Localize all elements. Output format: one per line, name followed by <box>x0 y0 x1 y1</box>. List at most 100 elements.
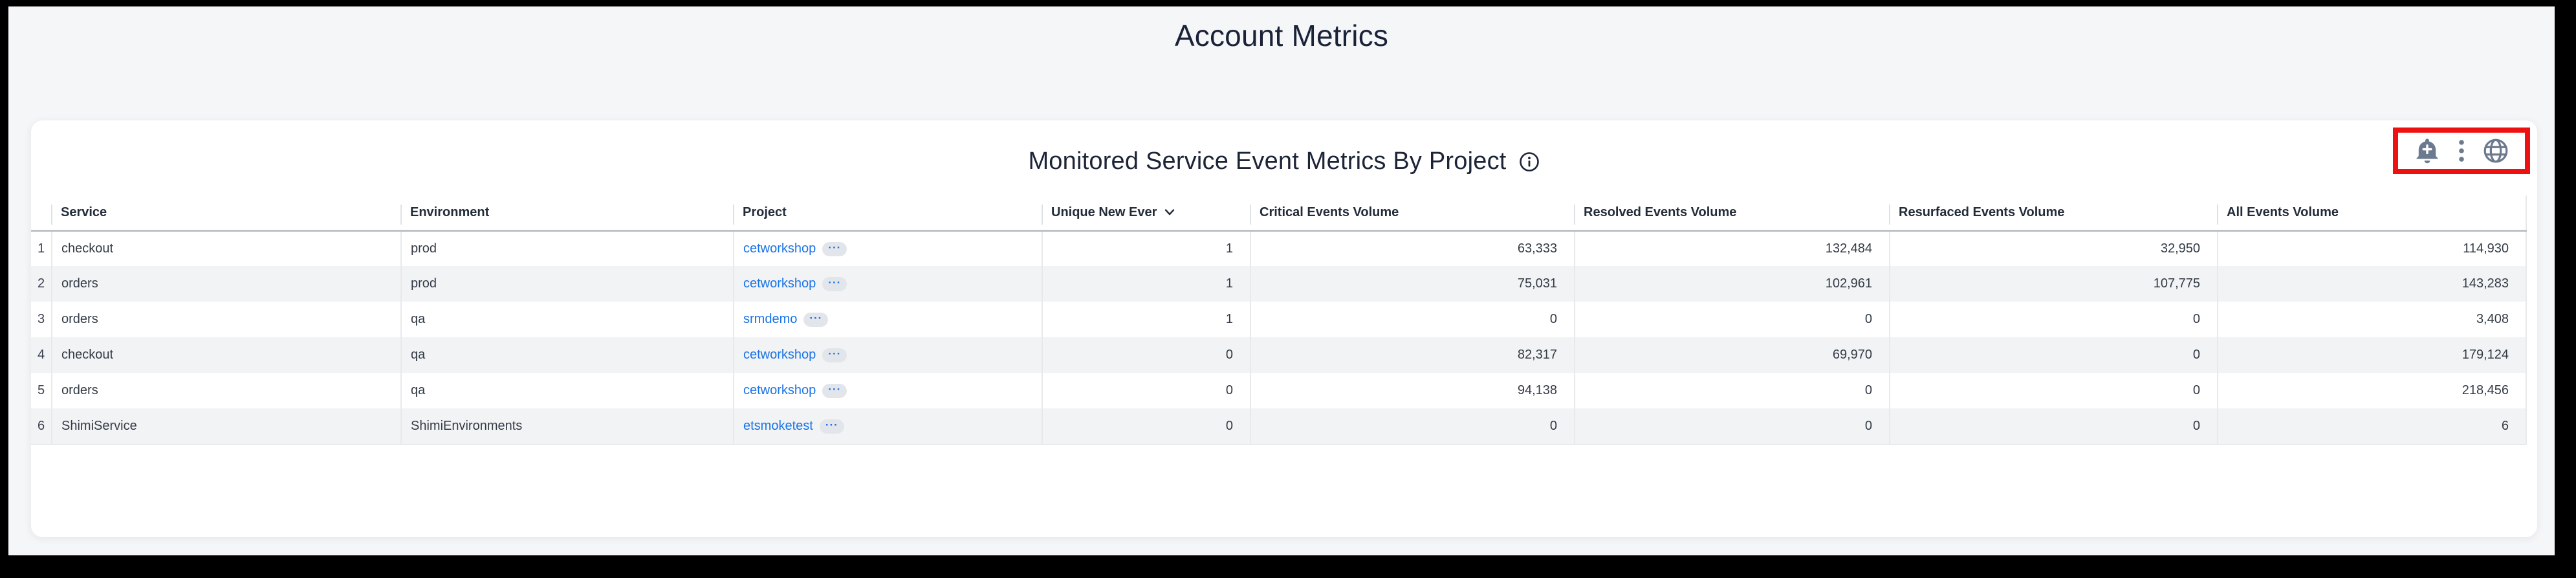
cell-service: ShimiService <box>51 408 401 445</box>
cell-resolved-events-volume: 0 <box>1574 408 1890 445</box>
add-alert-button[interactable] <box>2412 136 2442 166</box>
bell-plus-icon <box>2416 139 2439 164</box>
cell-all-events-volume: 218,456 <box>2217 373 2526 408</box>
col-header-resurfaced-events-volume[interactable]: Resurfaced Events Volume <box>1889 195 2218 232</box>
page-title: Account Metrics <box>1174 19 1389 52</box>
cell-environment: prod <box>400 266 734 302</box>
cell-project: srmdemo ··· <box>733 302 1042 337</box>
project-link[interactable]: cetworkshop <box>743 383 816 397</box>
table-row: 5 orders qa cetworkshop ··· 0 94,138 0 0 218,456 <box>31 373 2526 408</box>
cell-critical-events-volume: 0 <box>1250 302 1575 337</box>
cell-all-events-volume: 179,124 <box>2217 337 2526 373</box>
col-header-unique-new-ever[interactable]: Unique New Ever <box>1042 195 1250 232</box>
cell-all-events-volume: 6 <box>2217 408 2526 445</box>
col-header-project[interactable]: Project <box>733 195 1042 232</box>
cell-service: orders <box>51 373 401 408</box>
row-number: 5 <box>37 383 45 397</box>
table-row: 3 orders qa srmdemo ··· 1 0 0 0 3,408 <box>31 302 2526 337</box>
project-actions-badge[interactable]: ··· <box>803 313 829 328</box>
cell-all-events-volume: 114,930 <box>2217 230 2526 266</box>
cell-critical-events-volume: 63,333 <box>1250 230 1575 266</box>
cell-unique-new-ever: 0 <box>1042 373 1250 408</box>
cell-project: cetworkshop ··· <box>733 337 1042 373</box>
cell-resolved-events-volume: 132,484 <box>1574 230 1890 266</box>
cell-unique-new-ever: 1 <box>1042 302 1250 337</box>
dashboard-page: Account Metrics Monitored Service Event … <box>8 6 2555 555</box>
cell-environment: qa <box>400 302 734 337</box>
metrics-panel: Monitored Service Event Metrics By Proje… <box>31 120 2537 537</box>
col-header-critical-events-volume[interactable]: Critical Events Volume <box>1250 195 1575 232</box>
row-number: 1 <box>37 241 45 256</box>
cell-unique-new-ever: 1 <box>1042 266 1250 302</box>
cell-all-events-volume: 143,283 <box>2217 266 2526 302</box>
row-number: 3 <box>37 312 45 326</box>
cell-resolved-events-volume: 0 <box>1574 373 1890 408</box>
cell-critical-events-volume: 75,031 <box>1250 266 1575 302</box>
col-header-resolved-events-volume[interactable]: Resolved Events Volume <box>1574 195 1890 232</box>
table-row: 1 checkout prod cetworkshop ··· 1 63,333 132,48… <box>31 230 2526 266</box>
cell-project: etsmoketest ··· <box>733 408 1042 445</box>
annotation-box <box>2393 128 2530 174</box>
col-header-all-events-volume[interactable]: All Events Volume <box>2217 195 2526 232</box>
globe-button[interactable] <box>2481 136 2511 166</box>
cell-project: cetworkshop ··· <box>733 266 1042 302</box>
metrics-table: Service Environment Project Unique New E… <box>31 195 2527 445</box>
cell-resurfaced-events-volume: 0 <box>1889 408 2218 445</box>
kebab-vertical-icon <box>2459 140 2464 162</box>
cell-resurfaced-events-volume: 107,775 <box>1889 266 2218 302</box>
table-body: 1 checkout prod cetworkshop ··· 1 63,333 132,48… <box>31 230 2526 445</box>
project-actions-badge[interactable]: ··· <box>822 384 847 399</box>
project-actions-badge[interactable]: ··· <box>822 242 847 256</box>
project-actions-badge[interactable]: ··· <box>822 348 847 363</box>
cell-unique-new-ever: 0 <box>1042 408 1250 445</box>
project-link[interactable]: cetworkshop <box>743 241 816 256</box>
cell-resurfaced-events-volume: 0 <box>1889 302 2218 337</box>
cell-environment: qa <box>400 337 734 373</box>
cell-service: orders <box>51 266 401 302</box>
cell-environment: prod <box>400 230 734 266</box>
project-link[interactable]: cetworkshop <box>743 276 816 291</box>
metrics-table-container: Service Environment Project Unique New E… <box>31 195 2527 445</box>
table-header-row: Service Environment Project Unique New E… <box>31 195 2526 232</box>
cell-service: checkout <box>51 337 401 373</box>
cell-resolved-events-volume: 0 <box>1574 302 1890 337</box>
sort-desc-chevron-icon <box>1165 209 1175 216</box>
cell-critical-events-volume: 94,138 <box>1250 373 1575 408</box>
col-header-environment[interactable]: Environment <box>400 195 734 232</box>
col-header-service[interactable]: Service <box>51 195 401 232</box>
row-number-header <box>31 195 52 232</box>
panel-toolbar <box>2398 133 2525 169</box>
cell-service: orders <box>51 302 401 337</box>
globe-icon <box>2483 139 2508 163</box>
table-row: 4 checkout qa cetworkshop ··· 0 82,317 69,970 0 1… <box>31 337 2526 373</box>
row-number: 2 <box>31 266 52 302</box>
project-actions-badge[interactable]: ··· <box>822 277 847 292</box>
cell-critical-events-volume: 82,317 <box>1250 337 1575 373</box>
panel-header: Monitored Service Event Metrics By Proje… <box>31 120 2537 195</box>
table-row: 2 orders prod cetworkshop ··· 1 75,031 102,961 1… <box>31 266 2526 302</box>
cell-environment: qa <box>400 373 734 408</box>
cell-all-events-volume: 3,408 <box>2217 302 2526 337</box>
row-number: 6 <box>31 408 52 445</box>
project-actions-badge[interactable]: ··· <box>819 419 844 434</box>
cell-unique-new-ever: 0 <box>1042 337 1250 373</box>
project-link[interactable]: etsmoketest <box>743 418 813 433</box>
kebab-menu-button[interactable] <box>2457 136 2466 166</box>
panel-title: Monitored Service Event Metrics By Proje… <box>1028 148 1507 175</box>
project-link[interactable]: srmdemo <box>743 311 798 326</box>
project-link[interactable]: cetworkshop <box>743 347 816 362</box>
cell-critical-events-volume: 0 <box>1250 408 1575 445</box>
cell-resolved-events-volume: 69,970 <box>1574 337 1890 373</box>
cell-environment: ShimiEnvironments <box>400 408 734 445</box>
cell-resurfaced-events-volume: 0 <box>1889 337 2218 373</box>
info-icon[interactable] <box>1518 151 1540 173</box>
table-row: 6 ShimiService ShimiEnvironments etsmoketes… <box>31 408 2526 445</box>
cell-project: cetworkshop ··· <box>733 230 1042 266</box>
cell-resolved-events-volume: 102,961 <box>1574 266 1890 302</box>
cell-project: cetworkshop ··· <box>733 373 1042 408</box>
cell-unique-new-ever: 1 <box>1042 230 1250 266</box>
row-number: 4 <box>31 337 52 373</box>
cell-resurfaced-events-volume: 32,950 <box>1889 230 2218 266</box>
cell-resurfaced-events-volume: 0 <box>1889 373 2218 408</box>
cell-service: checkout <box>51 230 401 266</box>
